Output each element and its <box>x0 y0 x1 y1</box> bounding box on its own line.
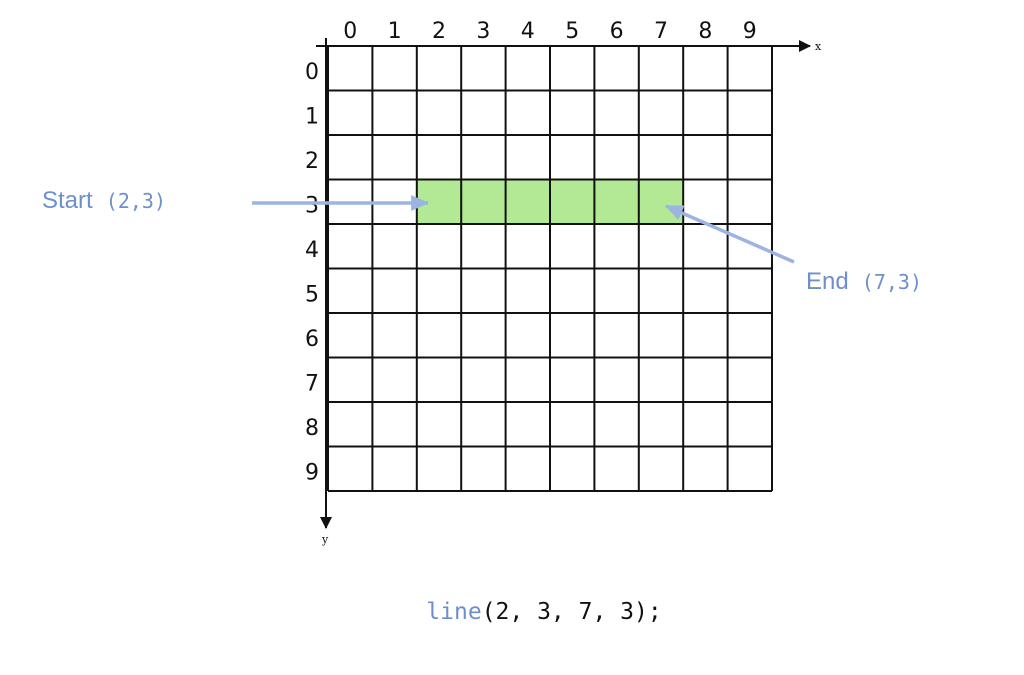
start-word: Start <box>42 187 93 214</box>
code-arguments: (2, 3, 7, 3); <box>482 599 662 625</box>
grid <box>327 45 773 492</box>
code-line: line(2, 3, 7, 3); <box>426 599 661 625</box>
highlighted-pixel <box>550 179 595 224</box>
start-callout: Start (2,3) <box>42 187 166 214</box>
y-axis-label: y <box>321 533 329 546</box>
x-tick-label: 4 <box>521 19 535 44</box>
code-function-name: line <box>426 599 481 625</box>
end-callout: End (7,3) <box>806 268 922 295</box>
y-tick-label: 1 <box>305 105 319 130</box>
y-tick-label: 0 <box>305 60 319 85</box>
x-tick-label: 3 <box>476 19 490 44</box>
y-tick-label: 8 <box>305 416 319 441</box>
x-tick-label: 7 <box>654 19 668 44</box>
x-tick-label: 1 <box>388 19 402 44</box>
end-word: End <box>806 268 849 295</box>
x-tick-labels: 0 1 2 3 4 5 6 7 8 9 <box>343 19 757 44</box>
y-tick-label: 7 <box>305 372 319 397</box>
highlighted-pixels <box>416 179 684 224</box>
end-coordinate: (7,3) <box>862 270 922 294</box>
highlighted-pixel <box>594 179 639 224</box>
highlighted-pixel <box>461 179 506 224</box>
highlighted-pixel <box>505 179 550 224</box>
y-tick-label: 2 <box>305 149 319 174</box>
x-axis-label: x <box>815 40 822 53</box>
y-tick-label: 6 <box>305 327 319 352</box>
x-tick-label: 0 <box>343 19 357 44</box>
x-tick-label: 2 <box>432 19 446 44</box>
x-tick-label: 5 <box>565 19 579 44</box>
y-tick-label: 4 <box>305 238 319 263</box>
end-arrow <box>664 204 795 264</box>
x-tick-label: 9 <box>743 19 757 44</box>
start-coordinate: (2,3) <box>106 189 166 213</box>
highlighted-pixel <box>638 179 684 224</box>
y-tick-label: 3 <box>305 194 319 219</box>
y-tick-labels: 0 1 2 3 4 5 6 7 8 9 <box>305 60 319 486</box>
y-tick-label: 9 <box>305 461 319 486</box>
x-tick-label: 8 <box>698 19 712 44</box>
x-tick-label: 6 <box>610 19 624 44</box>
y-tick-label: 5 <box>305 283 319 308</box>
